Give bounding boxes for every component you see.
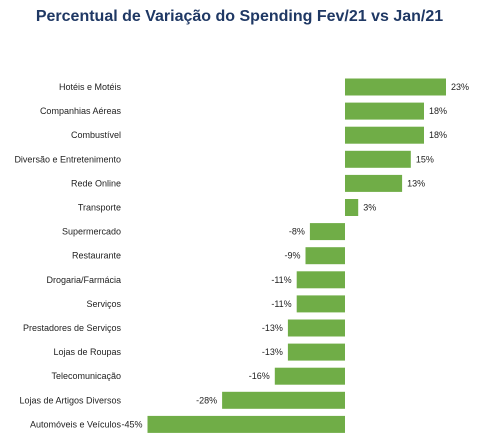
bar [345,174,403,192]
category-label: Transporte [78,203,121,213]
value-label: 23% [451,82,469,92]
category-label: Telecomunicação [51,371,121,381]
value-label: -16% [249,371,270,381]
bar [274,367,345,385]
category-label: Supermercado [62,227,121,237]
category-label: Hotéis e Motéis [59,82,122,92]
bar [222,391,345,409]
value-label: -11% [271,275,291,285]
value-label: 13% [407,178,425,188]
bar [287,319,345,337]
bar [147,415,345,433]
bar [309,223,345,241]
category-label: Serviços [86,299,121,309]
bar [345,78,446,96]
value-label: -11% [271,299,291,309]
value-label: -28% [196,395,217,405]
value-label: -9% [284,251,300,261]
value-label: -13% [262,347,283,357]
value-label: 3% [363,203,376,213]
bar [345,150,411,168]
chart-title: Percentual de Variação do Spending Fev/2… [35,8,444,25]
bar [287,343,345,361]
value-label: -13% [262,323,283,333]
category-label: Restaurante [72,251,121,261]
value-label: -8% [289,227,305,237]
category-label: Prestadores de Serviços [23,323,122,333]
bar [345,102,424,120]
bar [296,271,345,289]
value-label: 15% [416,154,434,164]
bar [296,295,345,313]
category-label: Companhias Aéreas [40,106,122,116]
value-label: 18% [429,106,447,116]
bar [305,247,345,265]
value-label: -45% [121,419,142,429]
value-label: 18% [429,130,447,140]
category-label: Diversão e Entretenimento [14,154,121,164]
category-label: Lojas de Roupas [53,347,121,357]
category-label: Combustível [71,130,121,140]
category-label: Rede Online [71,178,121,188]
category-label: Lojas de Artigos Diversos [19,395,121,405]
category-label: Drogaria/Farmácia [46,275,121,285]
bar [345,199,359,216]
bar [345,126,424,144]
category-label: Automóveis e Veículos [30,419,122,429]
